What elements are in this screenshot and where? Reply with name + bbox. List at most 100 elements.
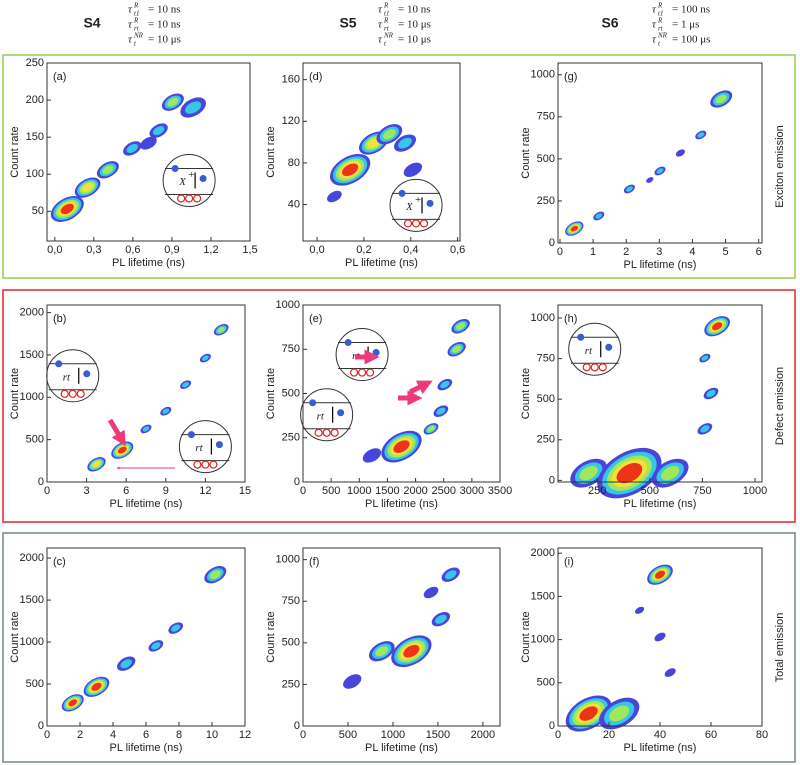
panel: X+0,0 0,3 0,6 0,9 1,2 1,5 50 100 150 200 250 (a) PL … <box>9 57 258 269</box>
x-tick-label: 0 <box>44 485 50 497</box>
y-tick-label: 750 <box>282 595 300 607</box>
panel: 0 1 2 3 4 5 6 0 250 500 750 1000 (g) PL lifetime (ns)… <box>520 62 763 271</box>
x-tick-label: 500 <box>339 729 357 741</box>
column-label: S4 <box>83 15 100 31</box>
density-blob <box>595 213 603 219</box>
x-tick-label: 250 <box>588 485 606 497</box>
param-sup: R <box>383 17 389 25</box>
x-tick-label: 12 <box>199 485 211 497</box>
density-blob <box>167 97 179 107</box>
inset-label: rt <box>195 442 203 454</box>
x-tick-label: 9 <box>163 485 169 497</box>
param-symbol: τ <box>652 19 657 31</box>
inset-sup: + <box>188 169 194 181</box>
density-blob <box>579 465 598 481</box>
electron <box>372 349 380 357</box>
density-blob <box>403 162 423 178</box>
plot-frame <box>46 304 246 483</box>
density-blob <box>185 101 202 114</box>
param-sub: rt <box>658 25 664 33</box>
hole <box>193 194 202 203</box>
x-tick-label: 0,4 <box>403 244 418 256</box>
y-tick-label: 500 <box>26 678 44 690</box>
x-tick-label: 500 <box>322 485 340 497</box>
row-box <box>2 54 796 279</box>
y-tick-label: 1000 <box>20 391 44 403</box>
x-tick-label: 1500 <box>375 485 399 497</box>
density-blob <box>440 381 450 389</box>
panel: rt 250 500 750 1000 0 250 500 750 1000 (h) PL lifet… <box>520 304 767 510</box>
y-tick-label: 750 <box>537 111 555 123</box>
inset-circle <box>568 322 622 376</box>
panel-label: (e) <box>309 313 322 325</box>
param-symbol: τ <box>378 4 383 16</box>
x-axis-label: PL lifetime (ns) <box>624 742 697 754</box>
x-tick-label: 0,0 <box>47 244 62 256</box>
param-sub: t1 <box>134 10 139 18</box>
hole <box>598 363 607 372</box>
density-blob <box>217 326 225 333</box>
x-tick-label: 0,3 <box>86 244 101 256</box>
x-tick-label: 6 <box>756 246 762 258</box>
panel: X+0,0 0,2 0,4 0,6 40 80 120 160 (d) PL lifetime (… <box>265 62 465 269</box>
density-blob <box>382 129 396 140</box>
y-axis-label: Count rate <box>520 611 532 662</box>
x-tick-label: 80 <box>756 729 768 741</box>
panel: rt rt 0 3 6 9 12 15 0 500 1000 1500 2000 (b) PL lifeti… <box>9 304 251 510</box>
y-tick-label: 2000 <box>531 547 555 559</box>
y-tick-label: 1500 <box>20 594 44 606</box>
density-blob <box>625 186 633 192</box>
y-tick-label: 0 <box>38 476 44 488</box>
y-tick-label: 0 <box>549 237 555 249</box>
x-tick-label: 6 <box>143 729 149 741</box>
hole <box>403 219 413 228</box>
x-axis-label: PL lifetime (ns) <box>624 259 697 271</box>
density-blob <box>423 586 439 599</box>
density-blob <box>452 345 462 353</box>
param-value: = 10 ns <box>398 4 430 16</box>
hole <box>201 460 210 469</box>
plot-frame <box>302 547 501 727</box>
y-axis-label: Count rate <box>520 368 532 419</box>
density-blob <box>656 168 664 174</box>
electron <box>309 399 317 407</box>
panel-label: (a) <box>53 71 66 83</box>
y-tick-label: 250 <box>282 678 300 690</box>
plot-frame <box>557 62 763 244</box>
x-tick-label: 3000 <box>460 485 484 497</box>
param-symbol: τ <box>128 19 133 31</box>
x-tick-label: 0 <box>300 729 306 741</box>
x-tick-label: 1500 <box>426 729 450 741</box>
param-sub: t <box>134 40 137 48</box>
electron <box>605 343 613 351</box>
x-tick-label: 0 <box>300 485 306 497</box>
param-value: = 10 ns <box>148 19 180 31</box>
x-tick-label: 6 <box>123 485 129 497</box>
electron <box>577 333 585 341</box>
panel-label: (d) <box>309 71 322 83</box>
x-axis-label: PL lifetime (ns) <box>365 742 438 754</box>
x-tick-label: 3 <box>656 246 662 258</box>
y-axis-label: Count rate <box>9 126 21 177</box>
param-sub: rt <box>134 25 140 33</box>
density-blob <box>711 322 723 331</box>
param-sup: NR <box>133 32 144 40</box>
pointer-arrow <box>408 380 433 395</box>
y-tick-label: 200 <box>26 94 44 106</box>
inset-circle <box>300 388 354 442</box>
y-tick-label: 0 <box>38 720 44 732</box>
param-symbol: τ <box>652 34 657 46</box>
x-tick-label: 2 <box>77 729 83 741</box>
y-tick-label: 0 <box>549 720 555 732</box>
row-box <box>2 289 796 523</box>
param-sup: R <box>657 17 663 25</box>
x-tick-label: 2 <box>623 246 629 258</box>
row-label: Exciton emission <box>774 125 786 208</box>
density-blob <box>700 425 710 433</box>
y-tick-label: 40 <box>288 198 300 210</box>
y-axis-label: Count rate <box>9 611 21 662</box>
density-blob <box>664 668 676 677</box>
param-symbol: τ <box>652 4 657 16</box>
x-tick-label: 0 <box>44 729 50 741</box>
density-blob <box>435 614 447 624</box>
